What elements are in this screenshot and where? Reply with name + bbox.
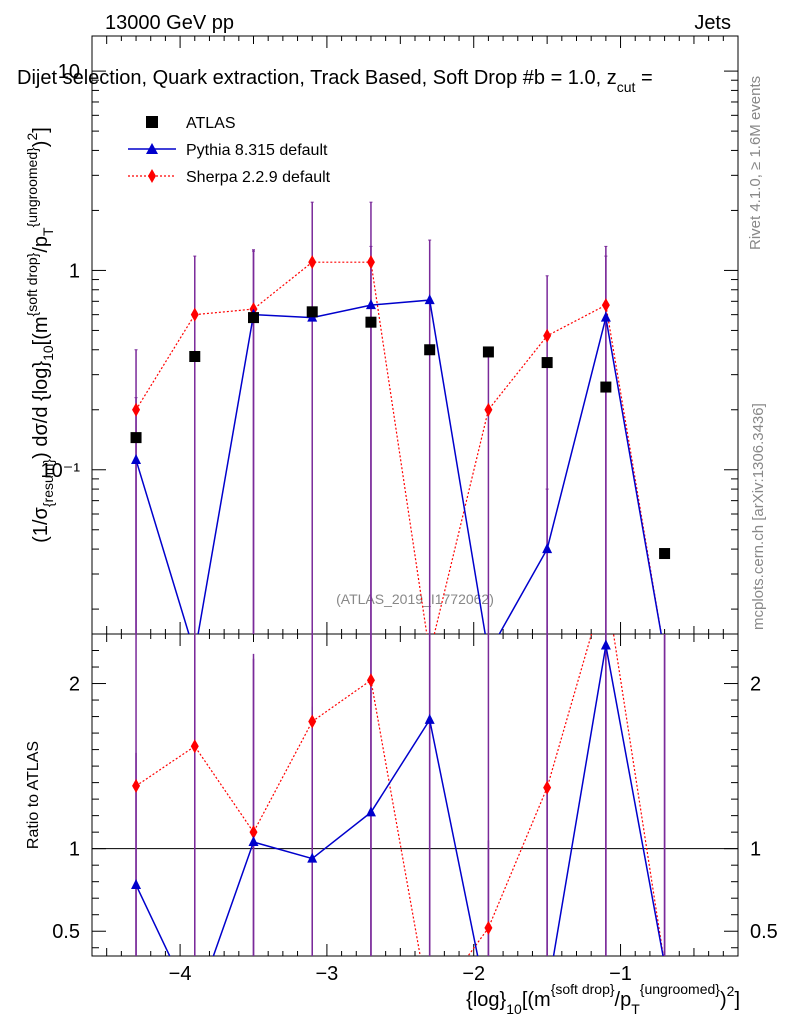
mcplots-label: mcplots.cern.ch [arXiv:1306.3436] [750,403,767,630]
x-tick-label: −4 [169,963,192,985]
sherpa-point [601,298,610,313]
sherpa-point [366,255,375,270]
legend-sherpa-label: Sherpa 2.2.9 default [186,169,331,186]
ratio-tick-label-right: 0.5 [750,921,778,943]
y-tick-label: 1 [69,260,80,282]
pythia-ratio-line [135,645,664,956]
legend-pythia-marker [146,143,158,154]
legend-sherpa-marker [148,169,156,183]
ratio-tick-label-right: 2 [750,674,761,696]
ratio-tick-label: 2 [69,674,80,696]
sherpa-ratio-point [484,920,493,935]
sherpa-ratio-point [190,739,199,754]
sherpa-point [543,328,552,343]
pythia-ratio-point [424,713,435,724]
x-tick-label: −3 [316,963,339,985]
ratio-y-axis-label: Ratio to ATLAS [25,741,42,849]
atlas-point [424,344,436,356]
sherpa-point [484,402,493,417]
energy-label: 13000 GeV pp [105,12,234,34]
atlas-point [659,548,671,560]
pythia-point [424,294,435,305]
pythia-line [135,299,662,634]
pythia-ratio-point [660,958,670,968]
sherpa-ratio-point [543,780,552,795]
legend-atlas-marker [146,116,158,128]
plot-title: Dijet selection, Quark extraction, Track… [17,67,653,95]
sherpa-point [308,255,317,270]
y-tick-label: 10⁻¹ [41,460,81,482]
legend-atlas-label: ATLAS [186,115,236,132]
legend: ATLAS Pythia 8.315 default Sherpa 2.2.9 … [128,115,331,186]
pythia-ratio-point [131,878,142,889]
ratio-plot-frame [91,633,739,957]
atlas-point [248,312,259,324]
legend-pythia-label: Pythia 8.315 default [186,142,328,159]
sherpa-point [190,307,199,322]
ratio-tick-label-right: 1 [750,839,761,861]
main-y-axis-label: (1/σ{resum}) dσ/d {log}10[(m{soft drop}/… [24,127,56,543]
atlas-point [482,346,494,358]
ratio-tick-label: 1 [69,839,80,861]
sherpa-ratio-point [661,957,669,971]
ratio-tick-label: 0.5 [52,921,80,943]
analysis-id-label: (ATLAS_2019_I1772062) [336,591,494,607]
atlas-point [541,357,553,369]
x-tick-label: −1 [609,963,632,985]
atlas-point [306,306,318,318]
pythia-ratio-point [307,852,318,863]
sherpa-point [132,402,141,417]
pythia-ratio-point [365,806,376,817]
sherpa-ratio-line [135,634,664,956]
ratio-y-axis-ticks: 0.5 0.5 1 1 2 2 [52,633,778,949]
atlas-point [189,351,201,363]
category-label: Jets [694,12,731,34]
sherpa-ratio-point [366,673,375,688]
pythia-point [365,299,376,310]
atlas-point [600,381,612,393]
sherpa-line [135,261,662,634]
y-tick-label: 10 [58,61,80,83]
pythia-point [542,543,553,554]
sherpa-ratio-point [132,778,141,793]
pythia-ratio-point [600,639,611,650]
x-axis-label: {log}10[(m{soft drop}/pT{ungroomed})2] [466,981,740,1017]
rivet-version-label: Rivet 4.1.0, ≥ 1.6M events [747,76,764,250]
sherpa-ratio-point [308,714,317,729]
ratio-plot-series [131,634,670,1016]
pythia-point [600,311,611,322]
atlas-point [130,432,142,444]
pythia-ratio-point [248,836,259,847]
sherpa-ratio-point [249,825,258,840]
main-plot-series [130,201,671,634]
pythia-point [131,453,142,464]
pythia-ratio-point [190,1003,200,1013]
x-tick-label: −2 [462,963,485,985]
atlas-point [365,316,377,328]
sherpa-ratio-point [426,1002,434,1016]
main-y-axis-ticks: 10⁻¹ 1 10 [41,61,738,610]
